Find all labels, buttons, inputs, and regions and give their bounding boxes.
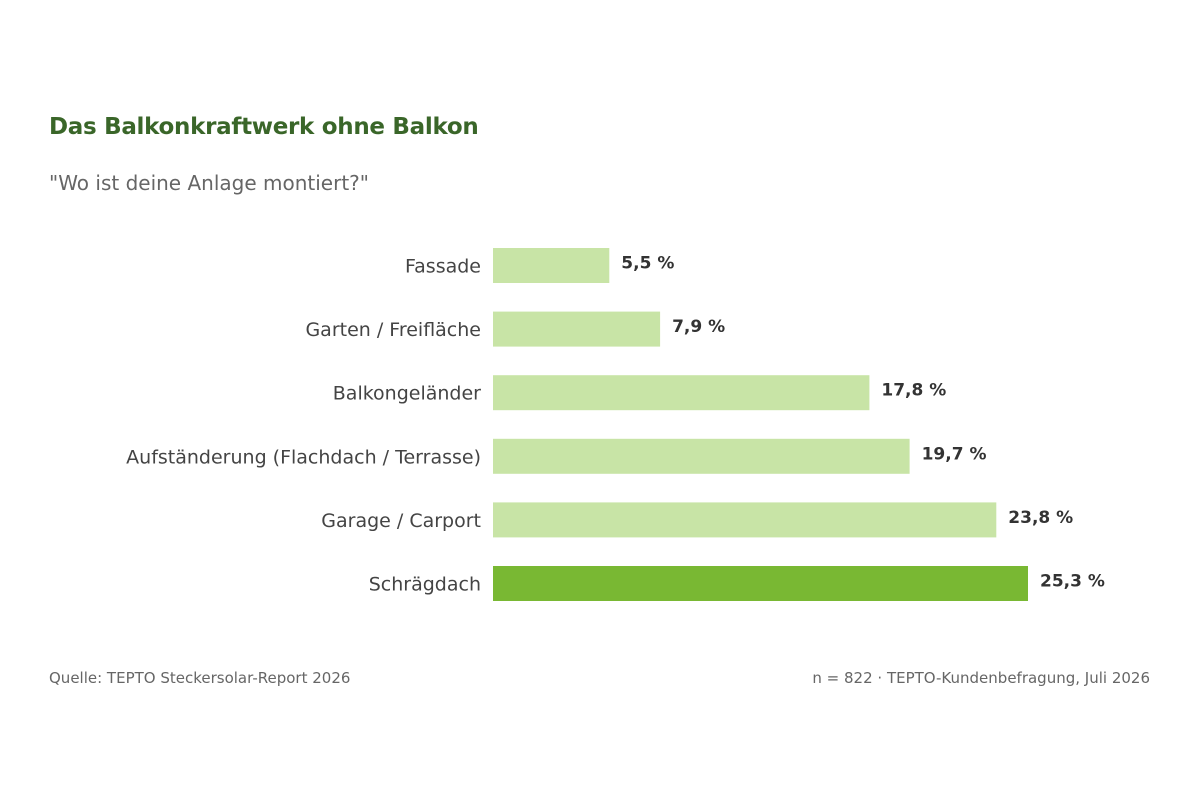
- source-note: Quelle: TEPTO Steckersolar-Report 2026: [49, 669, 351, 687]
- value-label-2: 17,8 %: [881, 381, 946, 401]
- bar-1: [493, 311, 661, 347]
- bar-2: [493, 375, 870, 411]
- value-label-5: 25,3 %: [1040, 572, 1105, 592]
- sample-note: n = 822 · TEPTO-Kundenbefragung, Juli 20…: [812, 669, 1150, 687]
- bar-0: [493, 248, 610, 283]
- value-label-3: 19,7 %: [922, 444, 987, 464]
- category-label-3: Aufständerung (Flachdach / Terrasse): [126, 446, 481, 468]
- chart-title: Das Balkonkraftwerk ohne Balkon: [49, 114, 479, 140]
- value-label-1: 7,9 %: [672, 317, 725, 337]
- bar-3: [493, 438, 910, 474]
- category-label-4: Garage / Carport: [321, 510, 481, 532]
- category-label-5: Schrägdach: [369, 574, 481, 596]
- value-label-0: 5,5 %: [621, 254, 674, 274]
- category-label-2: Balkongeländer: [333, 383, 481, 405]
- category-label-1: Garten / Freifläche: [305, 319, 481, 341]
- chart-subtitle: "Wo ist deine Anlage montiert?": [49, 171, 369, 195]
- category-label-0: Fassade: [405, 256, 481, 278]
- value-label-4: 23,8 %: [1008, 508, 1073, 528]
- bar-5: [493, 566, 1028, 601]
- bar-4: [493, 502, 997, 538]
